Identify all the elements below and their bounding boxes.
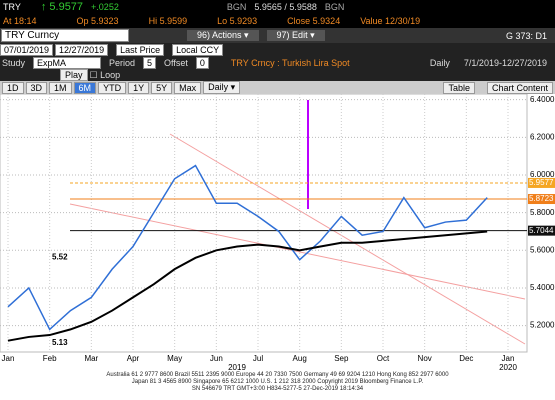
x-tick-label: Jul bbox=[253, 354, 263, 363]
period-label: Period bbox=[109, 57, 136, 68]
price-box bbox=[528, 194, 555, 205]
currency[interactable]: Local CCY bbox=[172, 43, 224, 56]
footer-line: Japan 81 3 4565 8900 Singapore 65 6212 1… bbox=[131, 379, 424, 385]
description: TRY Crncy : Turkish Lira Spot bbox=[230, 57, 350, 68]
x-tick-label: Feb bbox=[43, 354, 57, 363]
period-button[interactable]: YTD bbox=[98, 81, 127, 94]
start-date[interactable]: 07/01/2019 bbox=[0, 43, 54, 56]
x-tick-label: Jan bbox=[2, 354, 15, 363]
bid-ask: 5.9565 / 5.9588 bbox=[254, 2, 317, 12]
ticker: TRY bbox=[3, 2, 21, 12]
table-button[interactable]: Table bbox=[443, 81, 475, 94]
play-row: Play ☐ Loop bbox=[0, 69, 555, 81]
price-label: 5.9577 bbox=[529, 178, 554, 187]
y-tick-label: 6.2000 bbox=[530, 132, 555, 141]
frequency: Daily bbox=[429, 57, 450, 68]
series-line bbox=[7, 164, 488, 331]
y-tick-label: 5.2000 bbox=[530, 321, 555, 330]
page-id: G 373: D1 bbox=[505, 30, 547, 41]
range-row: 07/01/2019 12/27/2019 Last Price Local C… bbox=[0, 43, 555, 56]
x-tick-label: Aug bbox=[293, 354, 307, 363]
x-tick-label: Dec bbox=[459, 354, 473, 363]
year-label: 2019 bbox=[228, 363, 246, 370]
price-label: 5.8723 bbox=[529, 194, 554, 203]
period-row: 1D 3D 1M 6M YTD 1Y 5Y Max Daily ▾ Table Chart Con… bbox=[0, 81, 555, 94]
y-tick-label: 6.0000 bbox=[530, 170, 555, 179]
period[interactable]: 5 bbox=[143, 56, 157, 69]
period-button[interactable]: 5Y bbox=[151, 81, 173, 94]
x-tick-label: Jan bbox=[502, 354, 515, 363]
high: Hi 5.9599 bbox=[148, 16, 188, 26]
chart-content-button[interactable]: Chart Content bbox=[486, 81, 553, 94]
trend-line bbox=[69, 203, 526, 300]
x-tick-label: Oct bbox=[377, 354, 390, 363]
y-tick-label: 6.4000 bbox=[530, 95, 555, 104]
period-button[interactable]: 6M bbox=[73, 81, 97, 94]
x-tick-label: Nov bbox=[418, 354, 432, 363]
plot-area bbox=[0, 94, 528, 353]
trend-line bbox=[169, 133, 526, 345]
x-tick-label: Sep bbox=[334, 354, 349, 363]
offset-label: Offset bbox=[164, 57, 188, 68]
price-label: 5.7044 bbox=[529, 226, 554, 235]
y-tick-label: 5.6000 bbox=[530, 245, 555, 254]
field[interactable]: Last Price bbox=[116, 43, 165, 56]
loop-checkbox[interactable]: ☐ Loop bbox=[89, 69, 121, 80]
source: BGN bbox=[226, 2, 247, 12]
dates: 7/1/2019-12/27/2019 bbox=[463, 57, 547, 68]
time: At 18:14 bbox=[3, 16, 37, 26]
close: Close 5.9324 bbox=[287, 16, 341, 26]
period-button[interactable]: Daily ▾ bbox=[203, 81, 241, 94]
x-tick-label: Apr bbox=[127, 354, 140, 363]
change: +.0252 bbox=[91, 2, 119, 12]
y-tick-label: 5.8000 bbox=[530, 208, 555, 217]
series-line bbox=[7, 230, 488, 342]
study-row: Study ExpMA Period 5 Offset 0 TRY Crncy … bbox=[0, 56, 555, 69]
source: BGN bbox=[324, 2, 345, 12]
period-button[interactable]: 1M bbox=[49, 81, 72, 94]
x-tick-label: Mar bbox=[84, 354, 98, 363]
footer-line: SN 546679 TRT GMT+3:00 H834-5277-5 27-De… bbox=[191, 386, 364, 392]
low: Lo 5.9293 bbox=[217, 16, 258, 26]
x-tick-label: May bbox=[167, 354, 182, 363]
open: Op 5.9323 bbox=[76, 16, 119, 26]
study-name[interactable]: ExpMA bbox=[33, 56, 102, 69]
x-tick-label: Jun bbox=[210, 354, 223, 363]
year-label: 2020 bbox=[499, 363, 517, 370]
edit-menu[interactable]: 97) Edit ▾ bbox=[266, 30, 325, 41]
price-box bbox=[528, 225, 555, 236]
chart: 5.2000 5.4000 5.6000 5.8000 6.0000 6.2000 6.40… bbox=[0, 94, 555, 370]
last: ↑ 5.9577 bbox=[40, 1, 84, 13]
quote-row: TRY ↑ 5.9577 +.0252 BGN 5.9565 / 5.9588 … bbox=[0, 0, 555, 14]
stats-row: At 18:14 Op 5.9323 Hi 5.9599 Lo 5.9293 C… bbox=[0, 14, 555, 28]
security-input[interactable]: TRY Curncy bbox=[1, 29, 129, 42]
toolbar: TRY Curncy 96) Actions ▾ 97) Edit ▾ G 37… bbox=[0, 28, 555, 43]
end-date[interactable]: 12/27/2019 bbox=[55, 43, 109, 56]
price-box bbox=[528, 177, 555, 188]
period-button[interactable]: 1D bbox=[2, 81, 24, 94]
loop-label: Loop bbox=[100, 69, 121, 80]
offset[interactable]: 0 bbox=[195, 56, 209, 69]
y-tick-label: 5.4000 bbox=[530, 283, 555, 292]
footer-line: Australia 61 2 9777 8600 Brazil 5511 239… bbox=[106, 372, 449, 378]
study-label: Study bbox=[2, 57, 26, 68]
actions-menu[interactable]: 96) Actions ▾ bbox=[187, 30, 259, 41]
annotation: 5.13 bbox=[52, 338, 68, 347]
value: Value 12/30/19 bbox=[360, 16, 421, 26]
period-button[interactable]: 1Y bbox=[128, 81, 150, 94]
annotation: 5.52 bbox=[52, 252, 68, 261]
period-button[interactable]: 3D bbox=[25, 81, 48, 94]
play-button[interactable]: Play bbox=[60, 69, 88, 81]
period-button[interactable]: Max bbox=[174, 81, 202, 94]
